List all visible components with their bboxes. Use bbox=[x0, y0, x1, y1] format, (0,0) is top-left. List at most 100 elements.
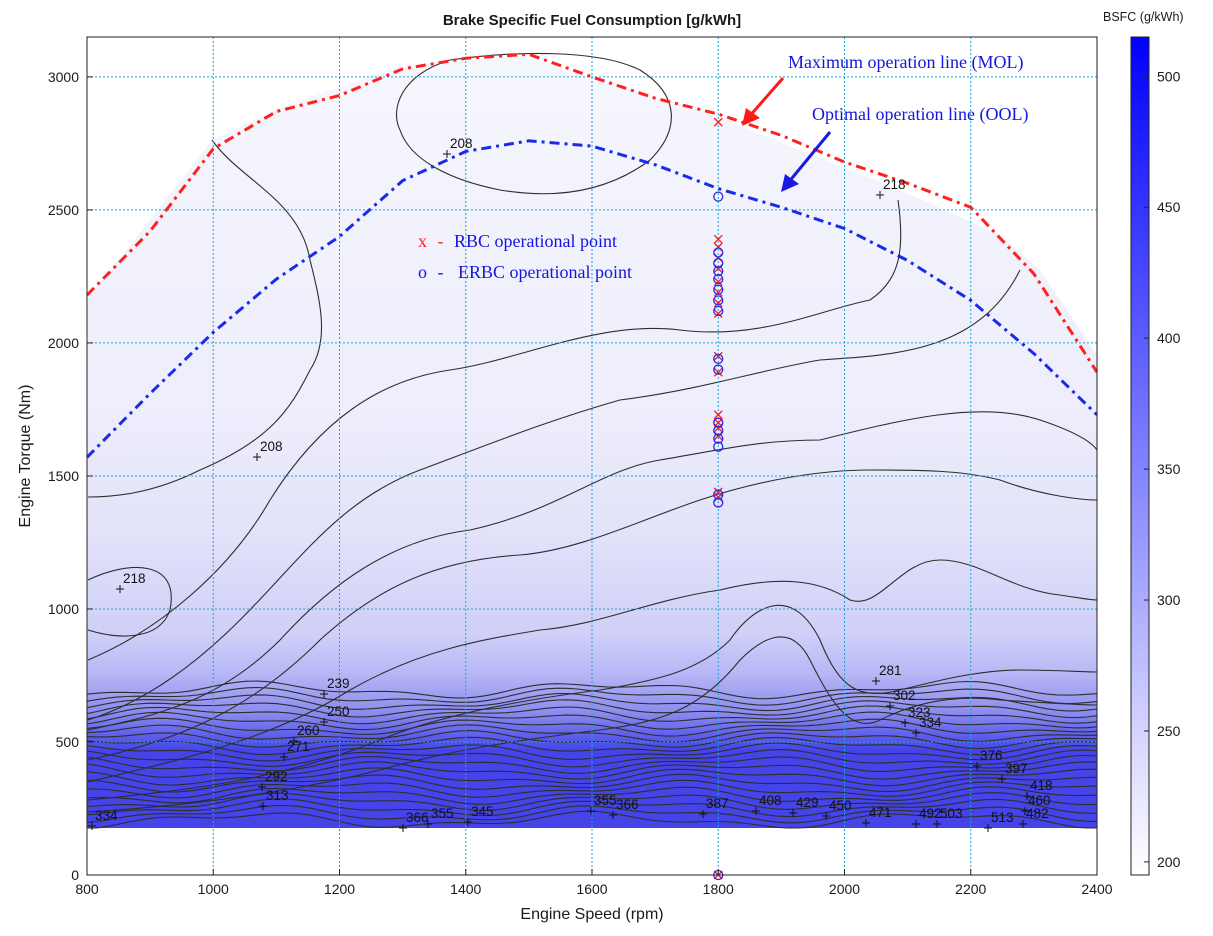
legend-rbc-sep: - bbox=[438, 231, 444, 251]
svg-text:345: 345 bbox=[471, 804, 494, 819]
colorbar-tick-label: 500 bbox=[1157, 68, 1181, 84]
svg-text:429: 429 bbox=[796, 795, 819, 810]
erbc-point bbox=[713, 247, 724, 258]
contour-label: 292 bbox=[258, 769, 288, 791]
mol-arrowhead bbox=[742, 108, 760, 126]
contour-label: 450 bbox=[822, 798, 852, 820]
contour-label: 503 bbox=[933, 806, 963, 828]
chart-title: Brake Specific Fuel Consumption [g/kWh] bbox=[443, 12, 741, 29]
contour-label: 492 bbox=[912, 806, 942, 828]
svg-text:397: 397 bbox=[1005, 761, 1028, 776]
contour-label: 323 bbox=[901, 705, 931, 727]
colorbar-tick-label: 450 bbox=[1157, 199, 1181, 215]
contour-label: 366 bbox=[609, 797, 639, 819]
svg-text:366: 366 bbox=[406, 810, 429, 825]
contour-label: 376 bbox=[973, 748, 1003, 770]
contour-label: 355 bbox=[587, 793, 617, 815]
contour-label: 239 bbox=[320, 676, 350, 698]
contour-label: 281 bbox=[872, 663, 902, 685]
annotation-mol: Maximum operation line (MOL) bbox=[788, 52, 1023, 73]
contour-label: 408 bbox=[752, 793, 782, 815]
svg-text:408: 408 bbox=[759, 793, 782, 808]
rbc-point bbox=[713, 309, 723, 319]
contour-label: 302 bbox=[886, 688, 916, 710]
contour-label: 208 bbox=[253, 439, 283, 461]
svg-text:208: 208 bbox=[450, 136, 473, 151]
contour-label: 271 bbox=[280, 739, 310, 761]
colorbar-tick-label: 250 bbox=[1157, 723, 1181, 739]
contour-label: 313 bbox=[259, 788, 289, 810]
svg-text:503: 503 bbox=[940, 806, 963, 821]
grid-lines bbox=[87, 37, 1097, 875]
dense-contour-line bbox=[87, 773, 1097, 793]
legend-erbc-symbol: o bbox=[418, 262, 427, 282]
erbc-point bbox=[713, 305, 724, 317]
erbc-point bbox=[713, 257, 724, 269]
svg-text:355: 355 bbox=[594, 793, 617, 808]
svg-text:366: 366 bbox=[616, 797, 639, 812]
y-tick-label: 1000 bbox=[48, 601, 79, 617]
contour-label: 366 bbox=[399, 810, 429, 832]
rbc-point bbox=[713, 117, 723, 127]
erbc-point bbox=[713, 497, 724, 508]
svg-text:208: 208 bbox=[260, 439, 283, 454]
rbc-point bbox=[713, 234, 723, 244]
rbc-point bbox=[713, 418, 723, 428]
svg-text:376: 376 bbox=[980, 748, 1003, 763]
svg-text:460: 460 bbox=[1028, 793, 1051, 808]
contour-label: 345 bbox=[464, 804, 494, 826]
colorbar-tick-label: 200 bbox=[1157, 854, 1181, 870]
erbc-point bbox=[713, 353, 724, 365]
y-tick-label: 3000 bbox=[48, 69, 79, 85]
y-tick-label: 0 bbox=[71, 867, 79, 883]
erbc-point bbox=[713, 273, 724, 285]
svg-text:239: 239 bbox=[327, 676, 350, 691]
contour-label: 355 bbox=[424, 806, 454, 828]
svg-text:313: 313 bbox=[266, 788, 289, 803]
contour-label: 218 bbox=[116, 571, 146, 593]
svg-text:334: 334 bbox=[95, 808, 118, 823]
x-tick-label: 2200 bbox=[955, 881, 986, 897]
y-tick-label: 500 bbox=[56, 734, 80, 750]
legend-rbc: x - RBC operational point bbox=[418, 231, 617, 251]
erbc-point bbox=[713, 441, 724, 452]
contour-label: 250 bbox=[320, 704, 350, 726]
y-tick-label: 1500 bbox=[48, 468, 79, 484]
rbc-point bbox=[713, 253, 723, 263]
svg-text:450: 450 bbox=[829, 798, 852, 813]
rbc-point bbox=[713, 431, 723, 441]
rbc-point bbox=[713, 277, 723, 287]
colorbar bbox=[1130, 36, 1150, 876]
ool-arrowhead bbox=[781, 174, 799, 192]
x-axis-label: Engine Speed (rpm) bbox=[520, 906, 663, 923]
points-legend: x - RBC operational point o - ERBC opera… bbox=[418, 231, 632, 282]
svg-text:292: 292 bbox=[265, 769, 288, 784]
x-tick-label: 1800 bbox=[703, 881, 734, 897]
contour-label: 513 bbox=[984, 810, 1014, 832]
svg-text:482: 482 bbox=[1026, 806, 1049, 821]
dense-contour-line bbox=[87, 717, 1097, 737]
x-tick-label: 2400 bbox=[1081, 881, 1112, 897]
dense-contour-line bbox=[87, 711, 1097, 731]
legend-rbc-symbol: x bbox=[418, 231, 427, 251]
colorbar-tick-label: 400 bbox=[1157, 330, 1181, 346]
erbc-point bbox=[713, 425, 724, 436]
erbc-point bbox=[713, 284, 724, 295]
x-tick-label: 800 bbox=[75, 881, 99, 897]
contour-label: 218 bbox=[876, 177, 906, 199]
erbc-point bbox=[713, 364, 724, 375]
contour-label: 334 bbox=[88, 808, 118, 830]
contour-labels: 2082082182182392502602712812923023133233… bbox=[88, 136, 1053, 832]
y-tick-label: 2000 bbox=[48, 335, 79, 351]
rbc-point bbox=[713, 298, 723, 308]
contour-label: 260 bbox=[290, 723, 320, 745]
contour-label: 208 bbox=[443, 136, 473, 158]
colorbar-label: BSFC (g/kWh) bbox=[1103, 10, 1184, 24]
svg-text:281: 281 bbox=[879, 663, 902, 678]
legend-erbc: o - ERBC operational point bbox=[418, 262, 632, 282]
rbc-point bbox=[713, 487, 723, 497]
x-tick-label: 1400 bbox=[450, 881, 481, 897]
svg-text:218: 218 bbox=[883, 177, 906, 192]
contour-label: 334 bbox=[912, 715, 942, 737]
